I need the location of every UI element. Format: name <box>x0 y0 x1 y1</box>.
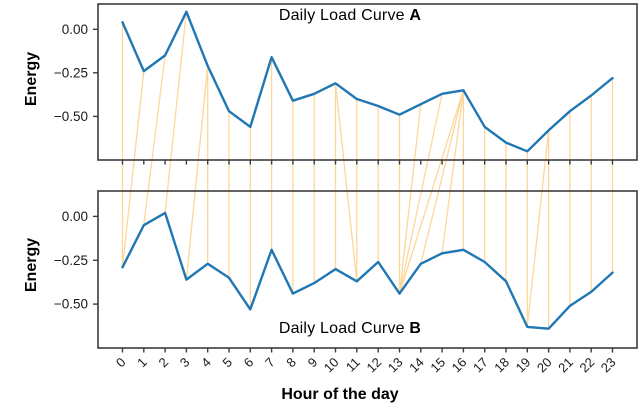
x-tick-label: 16 <box>449 355 470 376</box>
x-tick-label: 15 <box>427 355 448 376</box>
x-tick-label: 13 <box>385 355 406 376</box>
alignment-line <box>420 90 465 264</box>
y-tick-label: −0.25 <box>54 65 88 80</box>
x-tick-label: 12 <box>363 355 384 376</box>
y-tick-label: −0.25 <box>54 253 88 268</box>
alignment-line <box>185 65 209 280</box>
alignment-lines <box>121 11 614 329</box>
x-tick-label: 4 <box>198 355 214 371</box>
x-tick-label: 10 <box>321 355 342 376</box>
x-tick-label: 8 <box>283 355 299 371</box>
curve-a <box>121 10 614 153</box>
alignment-line <box>526 130 550 327</box>
x-tick-label: 11 <box>343 355 363 375</box>
alignment-line <box>143 55 166 226</box>
x-tick-label: 0 <box>113 355 129 371</box>
plot-b-frame <box>97 190 638 349</box>
x-tick-label: 21 <box>555 355 576 376</box>
tick-marks <box>93 28 614 353</box>
x-tick-label: 23 <box>598 355 619 376</box>
y-tick-label: 0.00 <box>62 209 88 224</box>
x-tick-label: 1 <box>134 355 150 371</box>
x-tick-label: 14 <box>406 355 427 376</box>
x-tick-label: 9 <box>305 355 321 371</box>
curve-b <box>121 211 614 330</box>
y-tick-label: −0.50 <box>54 109 88 124</box>
x-tick-label: 6 <box>241 355 257 371</box>
x-tick-label: 22 <box>576 355 597 376</box>
alignment-line <box>334 83 358 282</box>
x-tick-label: 3 <box>177 355 193 371</box>
alignment-line <box>398 90 465 294</box>
alignment-line <box>398 104 422 294</box>
x-tick-label: 7 <box>262 355 278 371</box>
y-tick-labels: 0.00 0.00 −0.25 −0.25 −0.50 −0.50 <box>54 22 88 312</box>
plot-a-frame <box>97 3 638 161</box>
x-tick-label: 20 <box>534 355 555 376</box>
alignment-line <box>121 71 145 268</box>
x-tick-label: 17 <box>470 355 491 376</box>
x-tick-label: 18 <box>491 355 512 376</box>
x-tick-label: 2 <box>155 355 171 371</box>
alignment-line <box>441 90 465 254</box>
y-tick-label: 0.00 <box>62 22 88 37</box>
alignment-line <box>164 11 188 213</box>
alignment-line <box>398 93 443 294</box>
x-tick-label: 19 <box>513 355 534 376</box>
x-tick-label: 5 <box>219 355 235 371</box>
y-tick-label: −0.50 <box>54 297 88 312</box>
x-tick-labels: 0 1 2 3 4 5 6 7 8 9 10 11 12 13 14 15 16 17 18 19 20 21 22 23 <box>113 355 619 376</box>
